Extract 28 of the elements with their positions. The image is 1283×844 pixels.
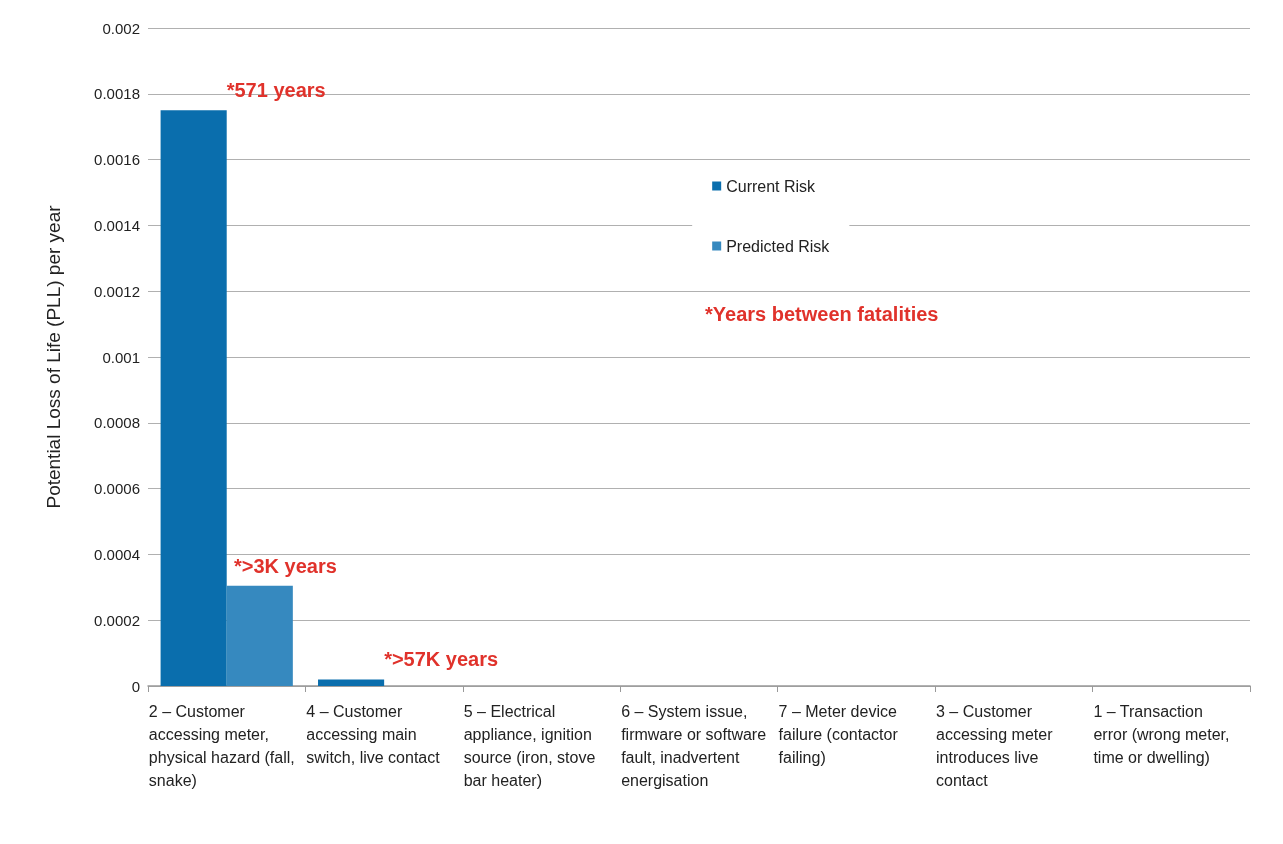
y-tick-label: 0.0014 — [94, 216, 140, 234]
y-tick-label: 0.0016 — [94, 151, 140, 169]
y-tick-label: 0.0018 — [94, 85, 140, 103]
y-tick-label: 0.002 — [102, 19, 140, 37]
y-tick-label: 0.0006 — [94, 480, 140, 498]
legend-label: Predicted Risk — [726, 237, 831, 255]
x-tick-label: 4 – Customer accessing main switch, live contact — [306, 703, 441, 766]
x-tick-label: 2 – Customer accessing meter, physical hazard (fall, snake) — [148, 703, 300, 789]
annotation: *>57K years — [384, 648, 499, 671]
y-tick-label: 0.0004 — [94, 545, 140, 563]
y-tick-label: 0 — [131, 677, 140, 695]
y-tick-label: 0.001 — [102, 348, 140, 366]
annotation: *571 years — [226, 79, 326, 102]
x-tick-label: 6 – System issue, firmware or software fault, inadvertent energisation — [621, 703, 771, 789]
y-tick-label: 0.0002 — [94, 611, 140, 629]
x-tick-label: 5 – Electrical appliance, ignition source (iron, stove bar heater) — [463, 703, 600, 789]
bar — [226, 585, 293, 686]
legend-label: Current Risk — [726, 177, 817, 195]
y-tick-label: 0.0012 — [94, 282, 140, 300]
annotation: *>3K years — [234, 555, 337, 577]
annotation: *Years between fatalities — [705, 303, 939, 325]
x-tick-label: 1 – Transaction error (wrong meter, time or dwelling) — [1093, 703, 1234, 766]
y-axis-title: Potential Loss of Life (PLL) per year — [43, 204, 64, 509]
x-tick-label: 7 – Meter device failure (contactor failing) — [778, 703, 903, 766]
bar — [318, 679, 385, 686]
bar — [160, 110, 227, 686]
x-tick-label: 3 – Customer accessing meter introduces live contact — [936, 703, 1057, 789]
y-tick-label: 0.0008 — [94, 414, 140, 432]
